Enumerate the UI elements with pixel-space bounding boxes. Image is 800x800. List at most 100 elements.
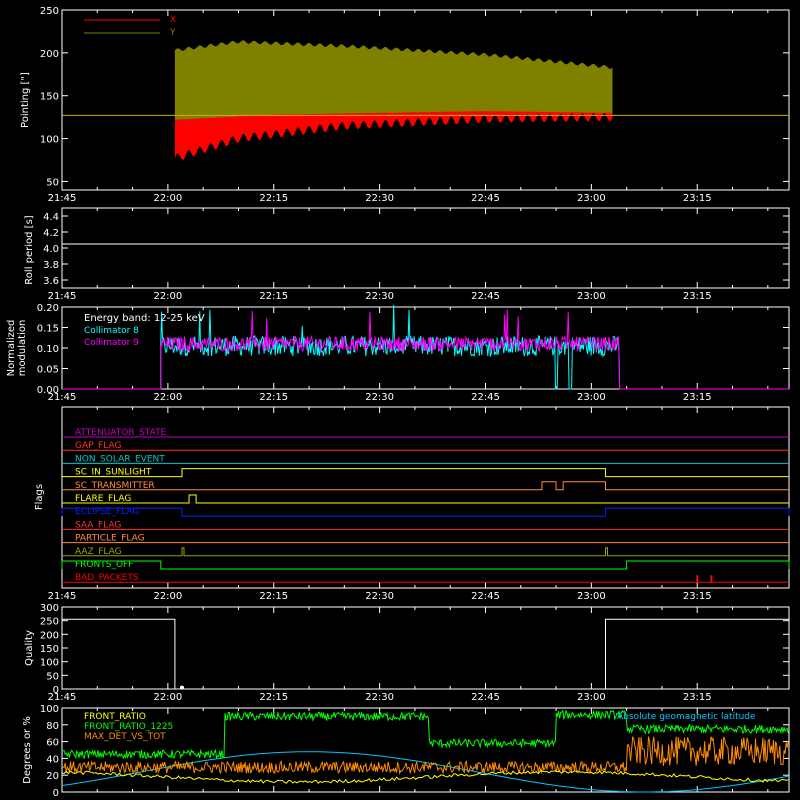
pointing-axes-frame bbox=[61, 9, 790, 191]
x-tick-label: 23:00 bbox=[577, 193, 606, 204]
x-tick-label: 21:45 bbox=[48, 193, 77, 204]
x-tick-label: 23:15 bbox=[683, 392, 712, 403]
flags-panel: Flags 21:45 22:00 22:15 22:30 22:45 23:00 23:1… bbox=[34, 406, 790, 602]
y-tick-label: 4.2 bbox=[43, 228, 59, 239]
flag-label-saa-flag: SAA_FLAG bbox=[75, 520, 121, 530]
roll-ylabel: Roll period [s] bbox=[24, 215, 35, 284]
flag-label-attenuator-state: ATTENUATOR_STATE bbox=[75, 428, 167, 438]
x-tick-label: 22:30 bbox=[365, 392, 394, 403]
x-tick-label: 22:15 bbox=[259, 392, 288, 403]
collimator-8-label: Collimator 8 bbox=[84, 326, 139, 336]
flag-label-eclipse-flag: ECLIPSE_FLAG bbox=[75, 507, 139, 517]
legend-front-ratio: FRONT_RATIO bbox=[84, 712, 146, 722]
legend-max-det: MAX_DET_VS_TOT bbox=[84, 732, 166, 742]
quality-panel: Quality 0 50 100 150 200 250 300 21:45 22:00 22:1… bbox=[24, 603, 790, 703]
modulation-ylabel-1: Normalized bbox=[6, 320, 17, 377]
roll-period-panel: Roll period [s] 3.6 3.8 4.0 4.2 4.4 21:45 22:0… bbox=[24, 207, 790, 302]
y-tick-label: 0.05 bbox=[37, 365, 59, 376]
quality-ylabel: Quality bbox=[24, 630, 35, 666]
y-tick-label: 150 bbox=[40, 92, 59, 103]
modulation-ylabel-2: modulation bbox=[17, 320, 28, 377]
x-tick-label: 22:00 bbox=[153, 291, 182, 302]
x-tick-label: 22:30 bbox=[365, 291, 394, 302]
y-tick-label: 80 bbox=[46, 721, 59, 732]
x-tick-label: 22:45 bbox=[471, 692, 500, 703]
y-tick-label: 20 bbox=[46, 771, 59, 782]
x-tick-label: 23:00 bbox=[577, 392, 606, 403]
ratios-panel: Degrees or % 0 20 40 60 80 100 FRONT_RATIO FR… bbox=[22, 704, 790, 799]
ratios-ylabel: Degrees or % bbox=[22, 716, 33, 784]
y-tick-label: 60 bbox=[46, 738, 59, 749]
x-tick-label: 23:15 bbox=[683, 193, 712, 204]
energy-band-annotation: Energy band: 12-25 keV bbox=[84, 313, 205, 324]
roll-axes-frame bbox=[61, 207, 790, 289]
y-tick-label: 3.6 bbox=[43, 276, 59, 287]
quality-point bbox=[179, 685, 184, 690]
y-tick-label: 0 bbox=[53, 685, 59, 696]
legend-y-label: Y bbox=[169, 28, 176, 38]
flag-label-aaz-flag: AAZ_FLAG bbox=[75, 547, 122, 557]
x-tick-label: 22:15 bbox=[259, 692, 288, 703]
flags-ylabel: Flags bbox=[34, 484, 45, 510]
y-tick-label: 300 bbox=[40, 603, 59, 614]
x-tick-label: 23:00 bbox=[577, 692, 606, 703]
x-tick-label: 22:45 bbox=[471, 291, 500, 302]
collimator-9-line bbox=[62, 309, 789, 390]
y-tick-label: 0.00 bbox=[37, 385, 59, 396]
x-tick-label: 22:15 bbox=[259, 591, 288, 602]
legend-geomag-lat: Absolute geomagnetic latitude bbox=[617, 712, 756, 722]
pointing-ylabel: Pointing ["] bbox=[20, 72, 31, 128]
x-tick-label: 22:45 bbox=[471, 591, 500, 602]
x-tick-label: 21:45 bbox=[48, 291, 77, 302]
flag-line-eclipse-flag bbox=[61, 507, 790, 517]
flag-label-bad-packets: BAD_PACKETS bbox=[75, 573, 139, 583]
quality-line bbox=[62, 618, 789, 690]
x-tick-label: 22:45 bbox=[471, 392, 500, 403]
x-tick-label: 23:00 bbox=[577, 591, 606, 602]
y-tick-label: 150 bbox=[40, 644, 59, 655]
pointing-panel: Pointing ["] 50 100 150 200 250 21:45 22:00 22:… bbox=[20, 6, 790, 204]
flag-line-aaz-flag bbox=[62, 547, 789, 557]
flag-label-flare-flag: FLARE_FLAG bbox=[75, 494, 131, 504]
y-tick-label: 100 bbox=[40, 704, 59, 715]
y-tick-label: 250 bbox=[40, 6, 59, 17]
x-tick-label: 22:00 bbox=[153, 692, 182, 703]
flag-label-fronts-off: FRONTS_OFF bbox=[75, 560, 133, 570]
x-tick-label: 22:30 bbox=[365, 692, 394, 703]
y-tick-label: 4.0 bbox=[43, 244, 59, 255]
y-tick-label: 4.4 bbox=[43, 212, 59, 223]
x-tick-label: 22:30 bbox=[365, 591, 394, 602]
y-tick-label: 0 bbox=[53, 788, 59, 799]
x-tick-label: 21:45 bbox=[48, 591, 77, 602]
y-tick-label: 0.10 bbox=[37, 344, 59, 355]
x-tick-label: 22:30 bbox=[365, 193, 394, 204]
y-tick-label: 100 bbox=[40, 658, 59, 669]
flag-line-sc-in-sunlight bbox=[62, 468, 789, 478]
x-tick-label: 22:00 bbox=[153, 193, 182, 204]
y-tick-label: 50 bbox=[46, 177, 59, 188]
y-tick-label: 0.15 bbox=[37, 324, 59, 335]
y-tick-label: 40 bbox=[46, 754, 59, 765]
x-tick-label: 21:45 bbox=[48, 392, 77, 403]
modulation-panel: Normalized modulation 0.00 0.05 0.10 0.15 0.… bbox=[6, 303, 790, 403]
ratios-axes-frame bbox=[61, 707, 790, 793]
x-tick-label: 23:15 bbox=[683, 692, 712, 703]
legend-front-ratio-1225: FRONT_RATIO_1225 bbox=[84, 722, 173, 732]
flag-line-flare-flag bbox=[62, 494, 789, 504]
flag-label-sc-transmitter: SC_TRANSMITTER bbox=[75, 481, 155, 491]
flag-label-non-solar-event: NON_SOLAR_EVENT bbox=[75, 454, 165, 464]
flag-line-fronts-off bbox=[61, 560, 790, 570]
x-tick-label: 23:00 bbox=[577, 291, 606, 302]
x-tick-label: 22:00 bbox=[153, 591, 182, 602]
max-det-line bbox=[61, 735, 789, 775]
x-tick-label: 21:45 bbox=[48, 692, 77, 703]
y-tick-label: 100 bbox=[40, 135, 59, 146]
y-tick-label: 200 bbox=[40, 630, 59, 641]
x-tick-label: 23:15 bbox=[683, 591, 712, 602]
y-tick-label: 250 bbox=[40, 617, 59, 628]
flag-label-gap-flag: GAP_FLAG bbox=[75, 441, 121, 451]
front-ratio-1225-line bbox=[61, 709, 789, 760]
x-tick-label: 22:15 bbox=[259, 193, 288, 204]
legend-x-label: X bbox=[170, 15, 176, 25]
